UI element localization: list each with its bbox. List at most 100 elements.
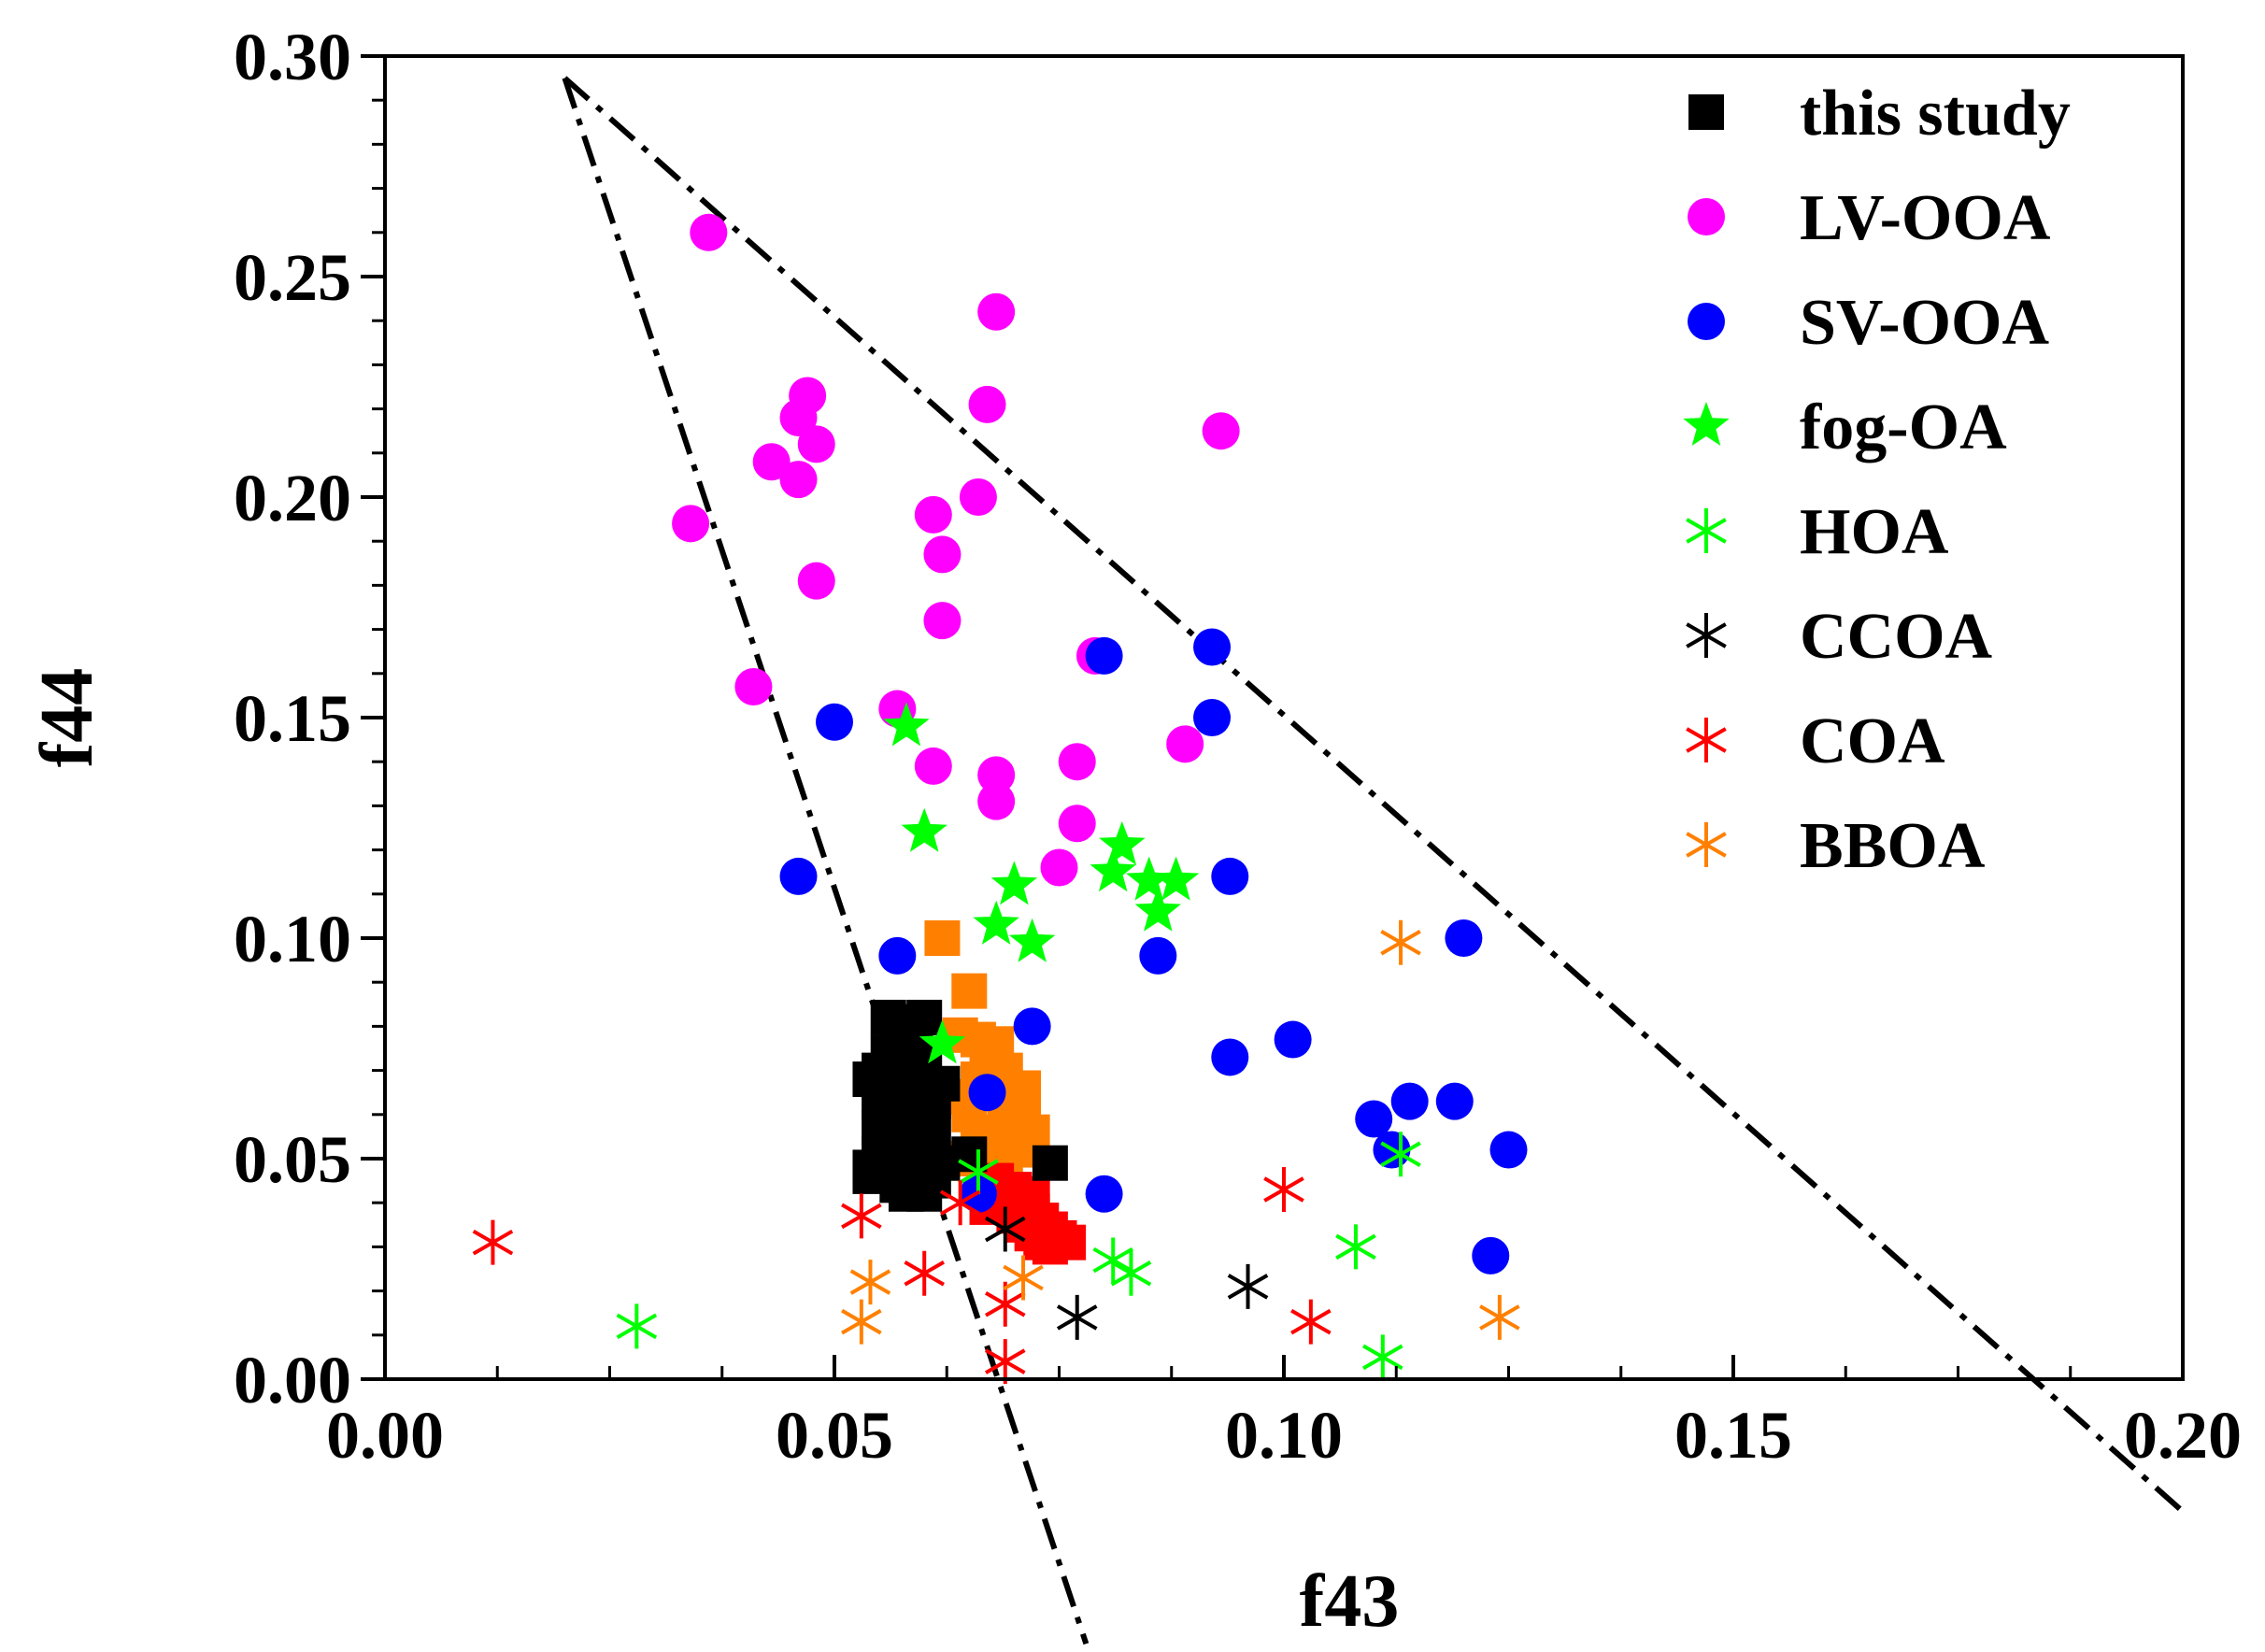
data-point bbox=[734, 667, 773, 705]
data-point bbox=[1263, 1167, 1304, 1213]
data-point bbox=[1202, 412, 1240, 450]
series-this-study bbox=[852, 999, 1068, 1212]
data-point bbox=[1362, 1334, 1403, 1380]
data-point bbox=[1003, 1255, 1044, 1301]
y-tick-label: 0.05 bbox=[234, 1122, 351, 1197]
data-point bbox=[841, 1193, 882, 1239]
data-point bbox=[973, 900, 1019, 945]
data-point bbox=[951, 973, 988, 1009]
data-point bbox=[919, 1019, 966, 1064]
data-point bbox=[1193, 699, 1232, 736]
data-point bbox=[1445, 919, 1483, 957]
data-point bbox=[1134, 887, 1181, 932]
data-point bbox=[1013, 1007, 1051, 1046]
data-point bbox=[1056, 1294, 1098, 1340]
legend-item: CCOA bbox=[1686, 601, 1993, 673]
legend-label: fog-OA bbox=[1800, 392, 2007, 463]
data-point bbox=[914, 495, 952, 534]
right-boundary-line bbox=[563, 76, 2185, 1514]
legend-marker bbox=[1683, 402, 1730, 446]
legend-label: SV-OOA bbox=[1800, 287, 2049, 359]
series-coa bbox=[472, 1167, 1332, 1385]
legend-label: COA bbox=[1800, 705, 1945, 777]
series-ccoa bbox=[984, 1206, 1269, 1340]
data-point bbox=[968, 1074, 1006, 1112]
data-point bbox=[1390, 1082, 1429, 1120]
data-point bbox=[1085, 1175, 1123, 1213]
data-point bbox=[984, 1206, 1026, 1252]
data-point bbox=[901, 807, 947, 852]
series-fog-oa bbox=[883, 702, 1200, 1064]
legend-item: this study bbox=[1688, 78, 2071, 150]
data-point bbox=[472, 1219, 514, 1265]
legend-marker bbox=[1688, 94, 1724, 130]
y-tick-label: 0.25 bbox=[234, 240, 351, 315]
data-points bbox=[472, 213, 1528, 1385]
data-point bbox=[1014, 1175, 1050, 1212]
data-point bbox=[1090, 847, 1136, 892]
x-axis: 0.00 0.05 0.10 0.15 0.20 bbox=[326, 1355, 2242, 1473]
data-point bbox=[1005, 1070, 1042, 1106]
x-tick-label: 0.10 bbox=[1225, 1398, 1343, 1473]
x-tick-label: 0.15 bbox=[1674, 1398, 1792, 1473]
data-point bbox=[616, 1303, 658, 1349]
data-point bbox=[984, 1339, 1026, 1385]
data-point bbox=[977, 756, 1016, 794]
data-point bbox=[878, 936, 917, 975]
legend-item: BBOA bbox=[1686, 810, 1986, 882]
legend: this study LV-OOA SV-OOA fog-OA HOA CCOA COA BB… bbox=[1683, 78, 2071, 882]
series-lv-ooa bbox=[672, 213, 1240, 887]
data-point bbox=[1110, 1250, 1152, 1296]
legend-marker bbox=[1688, 303, 1725, 340]
data-point bbox=[1380, 1132, 1421, 1177]
series-hoa bbox=[616, 1132, 1421, 1380]
data-point bbox=[841, 1299, 882, 1345]
guide-lines bbox=[562, 76, 2185, 1645]
legend-label: HOA bbox=[1800, 496, 1949, 568]
data-point bbox=[672, 505, 710, 543]
legend-item: fog-OA bbox=[1683, 392, 2007, 463]
data-point bbox=[924, 920, 961, 956]
legend-marker bbox=[1686, 718, 1727, 762]
data-point bbox=[797, 425, 835, 463]
legend-item: LV-OOA bbox=[1688, 182, 2051, 254]
data-point bbox=[1355, 1100, 1393, 1138]
y-tick-label: 0.30 bbox=[234, 20, 351, 94]
x-tick-label: 0.20 bbox=[2124, 1398, 2242, 1473]
data-point bbox=[977, 292, 1016, 331]
data-point bbox=[849, 1260, 891, 1305]
data-point bbox=[779, 857, 818, 895]
data-point bbox=[939, 1180, 981, 1226]
x-axis-label: f43 bbox=[1300, 1560, 1400, 1643]
series-bboa bbox=[841, 919, 1520, 1345]
data-point bbox=[1479, 1294, 1520, 1340]
data-point bbox=[1139, 936, 1177, 975]
legend-marker bbox=[1688, 198, 1725, 235]
data-point bbox=[1211, 1038, 1249, 1076]
data-point bbox=[1193, 628, 1232, 666]
data-point bbox=[914, 747, 952, 785]
data-point bbox=[1435, 1082, 1474, 1120]
legend-item: HOA bbox=[1686, 496, 1949, 568]
y-tick-label: 0.15 bbox=[234, 681, 351, 756]
data-point bbox=[1489, 1131, 1528, 1169]
legend-label: BBOA bbox=[1800, 810, 1986, 882]
x-tick-label: 0.05 bbox=[776, 1398, 893, 1473]
data-point bbox=[959, 478, 997, 516]
data-point bbox=[1290, 1299, 1332, 1345]
data-point bbox=[1085, 636, 1123, 675]
x-tick-label: 0.00 bbox=[326, 1398, 444, 1473]
legend-label: LV-OOA bbox=[1800, 182, 2051, 254]
data-point bbox=[1472, 1236, 1510, 1275]
data-point bbox=[1099, 820, 1146, 865]
legend-marker bbox=[1686, 613, 1727, 658]
legend-item: COA bbox=[1686, 705, 1945, 777]
data-point bbox=[1211, 857, 1249, 895]
data-point bbox=[1274, 1020, 1312, 1059]
y-tick-label: 0.00 bbox=[234, 1343, 351, 1417]
data-point bbox=[958, 1149, 999, 1195]
legend-label: this study bbox=[1800, 78, 2071, 150]
data-point bbox=[906, 1175, 943, 1212]
data-point bbox=[1008, 918, 1056, 962]
